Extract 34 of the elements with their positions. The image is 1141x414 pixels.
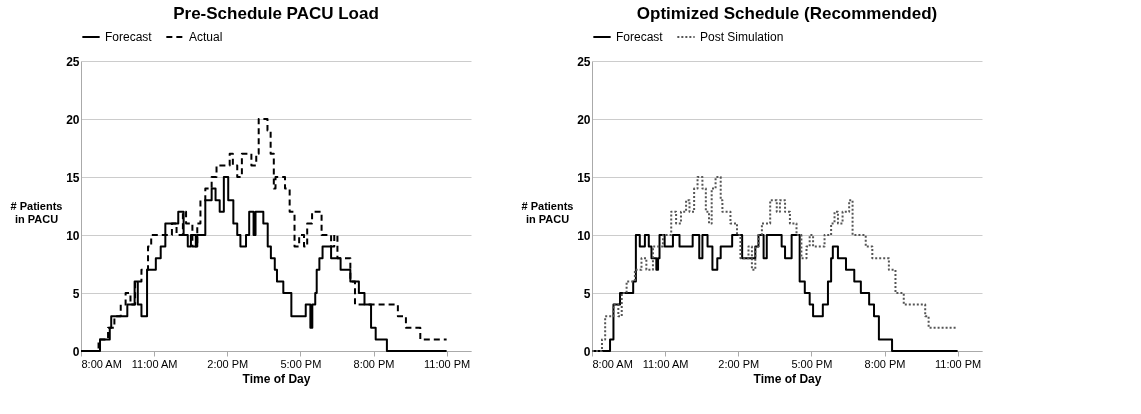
x-tick-label: 11:00 AM [131, 357, 178, 370]
y-tick-label: 5 [583, 286, 591, 301]
legend-label: Post Simulation [700, 30, 784, 44]
y-tick-label: 10 [577, 228, 591, 243]
legend-label: Forecast [616, 30, 664, 44]
x-tick-label: 11:00 PM [934, 357, 982, 370]
chart-title: Pre-Schedule PACU Load [173, 4, 379, 23]
legend-label: Actual [189, 30, 223, 44]
legend-label: Forecast [105, 30, 153, 44]
x-tick-label: 8:00 AM [592, 357, 633, 370]
y-axis-title: # Patients in PACU [521, 199, 574, 225]
x-tick-label: 8:00 AM [81, 357, 122, 370]
x-axis-title: Time of Day [753, 371, 822, 386]
y-tick-label: 15 [577, 170, 591, 185]
x-tick-label: 11:00 AM [642, 357, 689, 370]
y-tick-label: 0 [72, 344, 80, 359]
x-tick-label: 8:00 PM [864, 357, 906, 370]
x-tick-label: 2:00 PM [718, 357, 760, 370]
y-tick-label: 0 [583, 344, 591, 359]
chart-title: Optimized Schedule (Recommended) [636, 4, 938, 23]
y-tick-label: 20 [577, 112, 591, 127]
y-tick-label: 25 [66, 54, 80, 69]
x-axis-title: Time of Day [242, 371, 311, 386]
x-tick-label: 8:00 PM [353, 357, 395, 370]
y-tick-label: 15 [66, 170, 80, 185]
y-tick-label: 5 [72, 286, 80, 301]
x-tick-label: 5:00 PM [280, 357, 322, 370]
x-tick-label: 2:00 PM [207, 357, 249, 370]
y-axis-title: # Patients in PACU [10, 199, 63, 225]
x-tick-label: 11:00 PM [423, 357, 471, 370]
y-tick-label: 25 [577, 54, 591, 69]
y-tick-label: 10 [66, 228, 80, 243]
x-tick-label: 5:00 PM [791, 357, 833, 370]
y-tick-label: 20 [66, 112, 80, 127]
